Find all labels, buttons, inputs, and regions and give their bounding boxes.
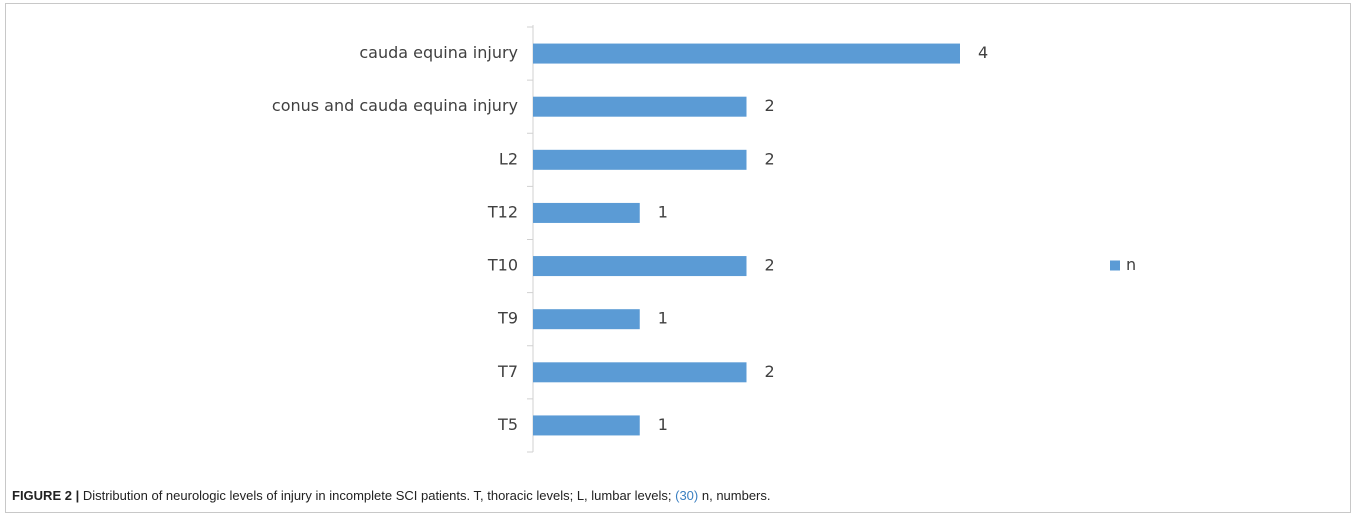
- legend-swatch: [1110, 260, 1120, 271]
- data-label: 1: [658, 202, 668, 221]
- bar: [533, 202, 640, 223]
- caption-text-after: n, numbers.: [701, 488, 771, 503]
- y-tick-label: T9: [497, 309, 518, 328]
- bar: [533, 96, 747, 117]
- caption-text: Distribution of neurologic levels of inj…: [82, 488, 672, 503]
- bar: [533, 362, 747, 383]
- y-tick-label: L2: [499, 149, 518, 168]
- data-label: 2: [765, 96, 775, 115]
- data-label: 2: [765, 256, 775, 275]
- data-label: 1: [658, 309, 668, 328]
- bar: [533, 415, 640, 436]
- y-tick-label: T12: [487, 202, 518, 221]
- data-label: 1: [658, 415, 668, 434]
- data-label: 2: [765, 362, 775, 381]
- caption-reference: (30): [675, 488, 699, 503]
- bar: [533, 256, 747, 277]
- y-tick-label: cauda equina injury: [359, 43, 518, 62]
- caption-label: FIGURE 2 |: [12, 488, 80, 503]
- bar: [533, 43, 960, 64]
- figure-frame: [5, 3, 1351, 513]
- y-tick-label: conus and cauda equina injury: [272, 96, 518, 115]
- y-tick-label: T10: [487, 256, 518, 275]
- data-label: 2: [765, 149, 775, 168]
- legend-label: n: [1126, 255, 1136, 274]
- y-tick-label: T7: [497, 362, 518, 381]
- bar: [533, 149, 747, 170]
- bar: [533, 309, 640, 330]
- caption: FIGURE 2 | Distribution of neurologic le…: [12, 488, 771, 503]
- data-label: 4: [978, 43, 988, 62]
- y-tick-label: T5: [497, 415, 518, 434]
